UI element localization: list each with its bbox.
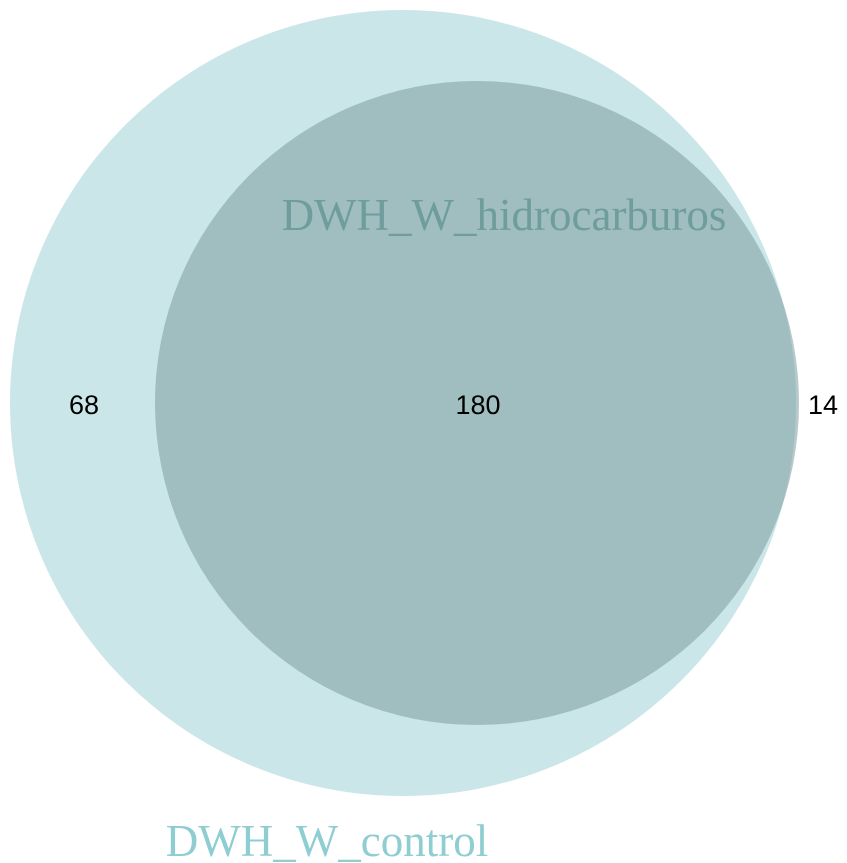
set-a-label: DWH_W_control — [166, 816, 488, 863]
set-b-circle — [155, 81, 799, 725]
region-a-only-count: 68 — [69, 390, 99, 420]
region-b-only-count: 14 — [808, 390, 838, 420]
region-intersection-count: 180 — [455, 390, 500, 420]
set-b-label: DWH_W_hidrocarburos — [282, 190, 727, 240]
